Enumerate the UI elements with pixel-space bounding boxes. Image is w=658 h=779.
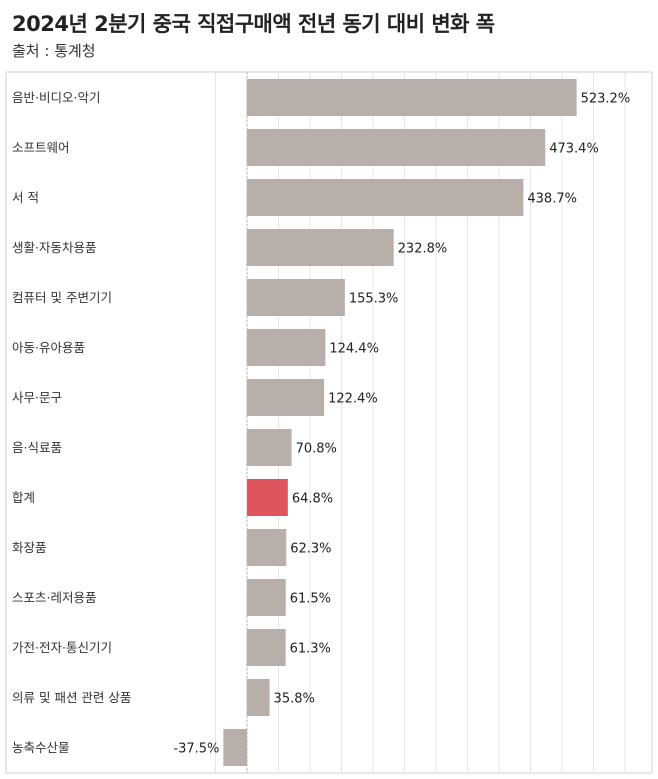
- plot-frame: [5, 71, 653, 774]
- category-label: 합계: [12, 490, 35, 505]
- value-label: 523.2%: [581, 92, 631, 107]
- value-label: 61.5%: [290, 592, 331, 607]
- category-label: 의류 및 패션 관련 상품: [12, 690, 131, 705]
- category-label: 소프트웨어: [12, 140, 70, 155]
- bar: [247, 129, 546, 166]
- category-label: 스포츠·레저용품: [12, 590, 96, 605]
- labels: 음반·비디오·악기 523.2% 소프트웨어 473.4% 서 적 438.7% 생활·자동…: [12, 90, 630, 757]
- value-label: 64.8%: [292, 492, 333, 507]
- category-label: 음·식료품: [12, 440, 62, 455]
- value-label: 61.3%: [290, 642, 331, 657]
- bar: [247, 79, 577, 116]
- bar-total-highlight: [247, 479, 288, 516]
- bars: [223, 79, 577, 766]
- value-label: 62.3%: [290, 542, 331, 557]
- bar: [247, 529, 287, 566]
- value-label: 70.8%: [296, 442, 337, 457]
- bar: [247, 579, 286, 616]
- category-label: 서 적: [12, 190, 39, 205]
- value-label: 438.7%: [527, 192, 577, 207]
- chart-title: 2024년 2분기 중국 직접구매액 전년 동기 대비 변화 폭: [12, 12, 495, 36]
- bar: [247, 279, 345, 316]
- value-label: -37.5%: [173, 742, 219, 757]
- chart-source: 출처 : 통계청: [12, 42, 96, 60]
- bar: [223, 729, 247, 766]
- value-label: 124.4%: [329, 342, 379, 357]
- bar: [247, 429, 292, 466]
- category-label: 사무·문구: [12, 390, 62, 405]
- grid-lines: [5, 71, 653, 774]
- category-label: 생활·자동차용품: [12, 240, 96, 255]
- bar: [247, 329, 326, 366]
- category-label: 가전·전자·통신기기: [12, 640, 112, 655]
- bar: [247, 379, 325, 416]
- bar: [247, 679, 270, 716]
- category-label: 농축수산물: [12, 740, 70, 755]
- value-label: 155.3%: [349, 292, 399, 307]
- category-label: 아동·유아용품: [12, 340, 85, 355]
- value-label: 473.4%: [549, 142, 599, 157]
- bar: [247, 229, 394, 266]
- value-label: 122.4%: [328, 392, 378, 407]
- value-label: 35.8%: [274, 692, 315, 707]
- bar: [247, 179, 524, 216]
- category-label: 음반·비디오·악기: [12, 90, 100, 105]
- category-label: 화장품: [12, 540, 47, 555]
- value-label: 232.8%: [398, 242, 448, 257]
- bar: [247, 629, 286, 666]
- category-label: 컴퓨터 및 주변기기: [12, 290, 112, 305]
